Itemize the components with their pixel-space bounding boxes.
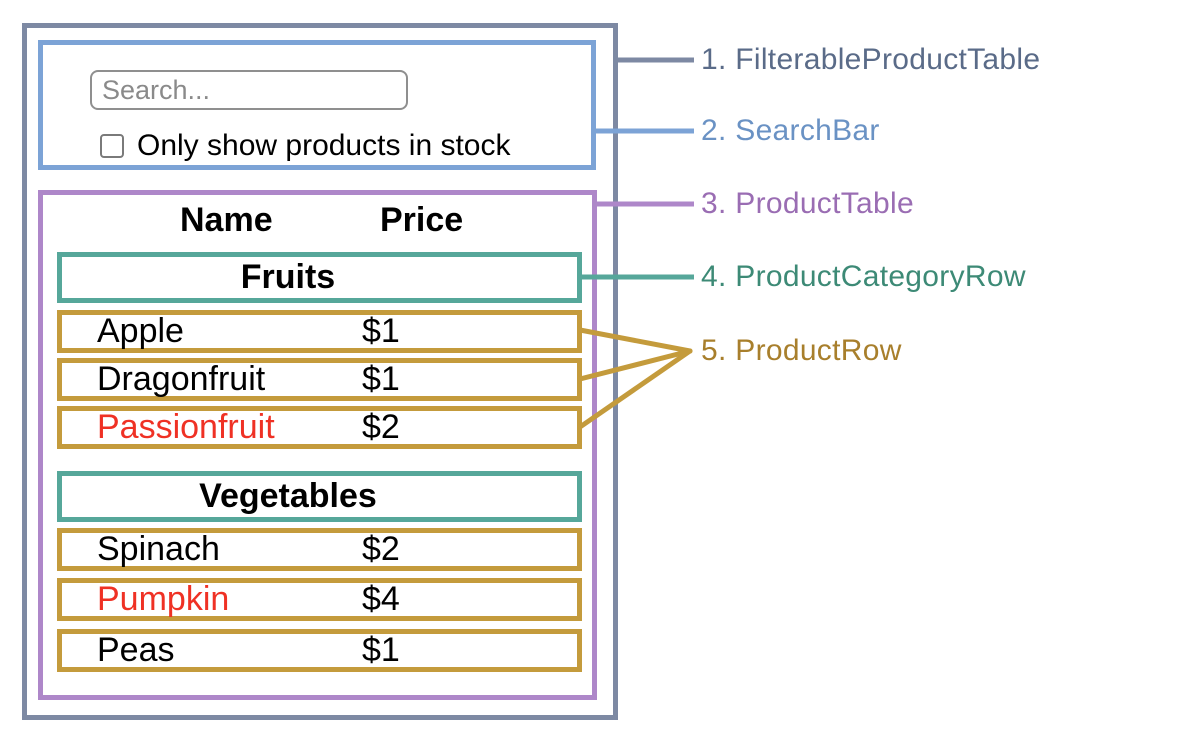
- annotation-product-table: 3. ProductTable: [701, 187, 914, 220]
- product-row-passionfruit: Passionfruit $2: [57, 406, 582, 449]
- in-stock-checkbox[interactable]: [100, 134, 124, 158]
- column-header-name: Name: [180, 201, 273, 239]
- in-stock-checkbox-label: Only show products in stock: [137, 129, 511, 162]
- product-name: Dragonfruit: [97, 360, 266, 398]
- product-row-pumpkin: Pumpkin $4: [57, 578, 582, 621]
- annotation-filterable-product-table: 1. FilterableProductTable: [701, 43, 1041, 76]
- search-input[interactable]: [90, 70, 408, 110]
- product-name: Peas: [97, 631, 175, 669]
- annotation-product-category-row: 4. ProductCategoryRow: [701, 260, 1026, 293]
- product-name-out-of-stock: Pumpkin: [97, 580, 230, 618]
- search-bar-box: Only show products in stock: [38, 40, 596, 170]
- product-name: Spinach: [97, 530, 220, 568]
- product-row-apple: Apple $1: [57, 310, 582, 353]
- product-row-dragonfruit: Dragonfruit $1: [57, 358, 582, 401]
- product-table-box: Name Price Fruits Apple $1 Dragonfruit $…: [38, 190, 597, 700]
- product-price: $4: [362, 580, 400, 618]
- product-price: $2: [362, 408, 400, 446]
- product-price: $2: [362, 530, 400, 568]
- product-price: $1: [362, 631, 400, 669]
- product-name-out-of-stock: Passionfruit: [97, 408, 275, 446]
- annotation-product-row: 5. ProductRow: [701, 334, 902, 367]
- product-price: $1: [362, 312, 400, 350]
- category-row-vegetables: Vegetables: [57, 471, 582, 522]
- category-label: Vegetables: [199, 477, 377, 515]
- annotation-search-bar: 2. SearchBar: [701, 114, 880, 147]
- category-label: Fruits: [240, 258, 336, 296]
- column-header-price: Price: [380, 201, 464, 239]
- stock-filter-row: Only show products in stock: [100, 131, 511, 161]
- product-row-spinach: Spinach $2: [57, 528, 582, 571]
- product-name: Apple: [97, 312, 184, 350]
- filterable-product-table-box: Only show products in stock Name Price F…: [22, 23, 618, 720]
- category-row-fruits: Fruits: [57, 252, 582, 303]
- product-price: $1: [362, 360, 400, 398]
- product-row-peas: Peas $1: [57, 629, 582, 672]
